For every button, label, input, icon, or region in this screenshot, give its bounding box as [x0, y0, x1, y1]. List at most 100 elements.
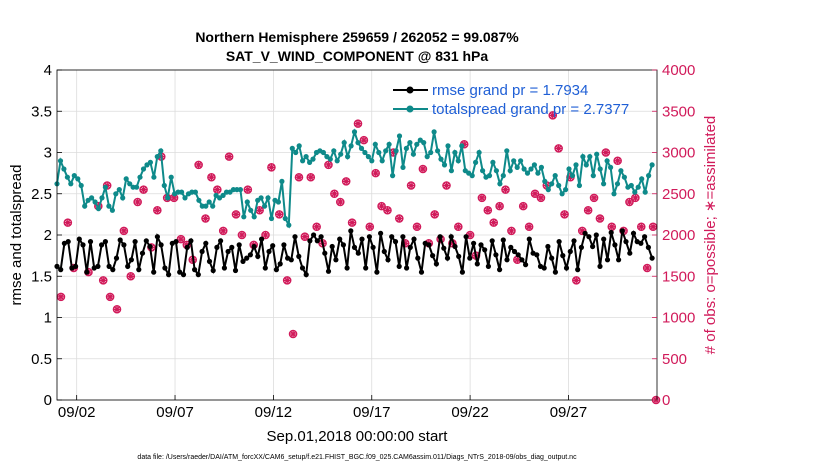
totalspread-point: [71, 173, 77, 179]
rmse-point: [303, 272, 309, 278]
rmse-point: [102, 239, 108, 245]
totalspread-point: [134, 184, 140, 190]
rmse-point: [400, 234, 406, 240]
obs-possible-marker: [207, 172, 216, 182]
obs-assimilated-marker: [331, 190, 338, 198]
totalspread-point: [507, 168, 513, 174]
obs-assimilated-marker: [64, 219, 72, 226]
obs-assimilated-marker: [590, 194, 598, 202]
obs-possible-marker: [601, 148, 611, 157]
totalspread-point: [345, 154, 351, 160]
rmse-point: [396, 263, 402, 269]
y-right-tick-label: 3000: [662, 145, 695, 162]
totalspread-point: [182, 195, 188, 201]
rmse-point: [497, 267, 503, 273]
totalspread-point: [576, 182, 583, 189]
obs-assimilated-marker: [354, 120, 362, 127]
totalspread-point: [127, 181, 133, 187]
rmse-point: [645, 244, 652, 250]
rmse-point: [563, 265, 570, 271]
totalspread-point: [379, 158, 385, 164]
totalspread-point: [518, 158, 524, 164]
x-axis-label: Sep.01,2018 00:00:00 start: [267, 428, 449, 445]
totalspread-point: [459, 143, 465, 149]
rmse-point: [545, 243, 551, 250]
chart-title: Northern Hemisphere 259659 / 262052 = 99…: [195, 29, 519, 45]
obs-assimilated-marker: [313, 223, 321, 231]
obs-possible-marker: [324, 160, 333, 170]
rmse-point: [113, 255, 120, 261]
obs-assimilated-marker: [513, 256, 521, 264]
totalspread-point: [580, 154, 586, 160]
y-left-tick-label: 2: [44, 227, 52, 244]
obs-assimilated-marker: [295, 173, 303, 181]
rmse-point: [195, 272, 201, 278]
rmse-point: [180, 272, 187, 278]
rmse-point: [229, 244, 235, 250]
totalspread-point: [237, 187, 243, 193]
totalspread-point: [251, 214, 257, 220]
rmse-point: [597, 263, 603, 269]
obs-assimilated-marker: [170, 194, 178, 202]
obs-possible-marker: [642, 263, 652, 273]
obs-assimilated-marker: [490, 219, 498, 226]
obs-assimilated-marker: [395, 215, 403, 222]
rmse-point: [58, 267, 64, 273]
totalspread-point: [563, 187, 569, 193]
totalspread-point: [154, 154, 160, 160]
rmse-point: [147, 243, 153, 250]
obs-possible-marker: [353, 119, 363, 128]
totalspread-point: [448, 168, 454, 174]
totalspread-point: [542, 178, 548, 184]
totalspread-point: [151, 174, 157, 180]
totalspread-point: [559, 191, 565, 197]
rmse-point: [158, 242, 164, 248]
obs-possible-marker: [365, 222, 375, 232]
rmse-point: [630, 230, 637, 236]
obs-possible-marker: [554, 144, 563, 153]
totalspread-point: [68, 181, 74, 187]
y-left-tick-label: 1: [44, 310, 52, 327]
totalspread-point: [102, 184, 108, 190]
rmse-point: [485, 263, 491, 269]
rmse-point: [84, 269, 90, 275]
totalspread-point: [89, 195, 95, 201]
y-right-tick-label: 500: [662, 351, 687, 368]
totalspread-point: [649, 162, 655, 168]
rmse-point: [478, 242, 484, 248]
totalspread-point: [480, 168, 486, 174]
totalspread-point: [196, 197, 202, 203]
rmse-point: [314, 238, 320, 244]
obs-possible-marker: [63, 218, 73, 227]
obs-assimilated-marker: [195, 161, 202, 169]
rmse-point: [76, 236, 82, 242]
totalspread-point: [469, 173, 475, 179]
rmse-point: [218, 238, 224, 244]
rmse-point: [504, 257, 510, 263]
obs-possible-marker: [477, 193, 487, 203]
obs-assimilated-marker: [484, 206, 492, 214]
totalspread-point: [265, 195, 271, 201]
totalspread-point: [414, 141, 420, 147]
rmse-point: [225, 248, 231, 255]
totalspread-point: [75, 176, 81, 182]
totalspread-point: [597, 166, 603, 172]
totalspread-point: [369, 158, 375, 164]
obs-possible-marker: [119, 226, 129, 236]
obs-assimilated-marker: [238, 231, 246, 239]
y-right-tick-label: 1000: [662, 310, 695, 327]
obs-possible-marker: [536, 193, 546, 203]
rmse-point: [616, 257, 622, 263]
totalspread-point: [386, 141, 392, 147]
obs-assimilated-marker: [289, 330, 297, 338]
y-right-tick-label: 2000: [662, 227, 695, 244]
totalspread-point: [282, 215, 288, 222]
data-file-footnote: data file: /Users/raeder/DAI/ATM_forcXX/…: [137, 454, 577, 461]
rmse-point: [106, 263, 112, 269]
rmse-point: [463, 234, 469, 240]
totalspread-point: [64, 174, 70, 180]
rmse-point: [262, 265, 268, 271]
rmse-point: [214, 244, 220, 250]
rmse-point: [430, 253, 436, 259]
rmse-point: [166, 272, 172, 278]
